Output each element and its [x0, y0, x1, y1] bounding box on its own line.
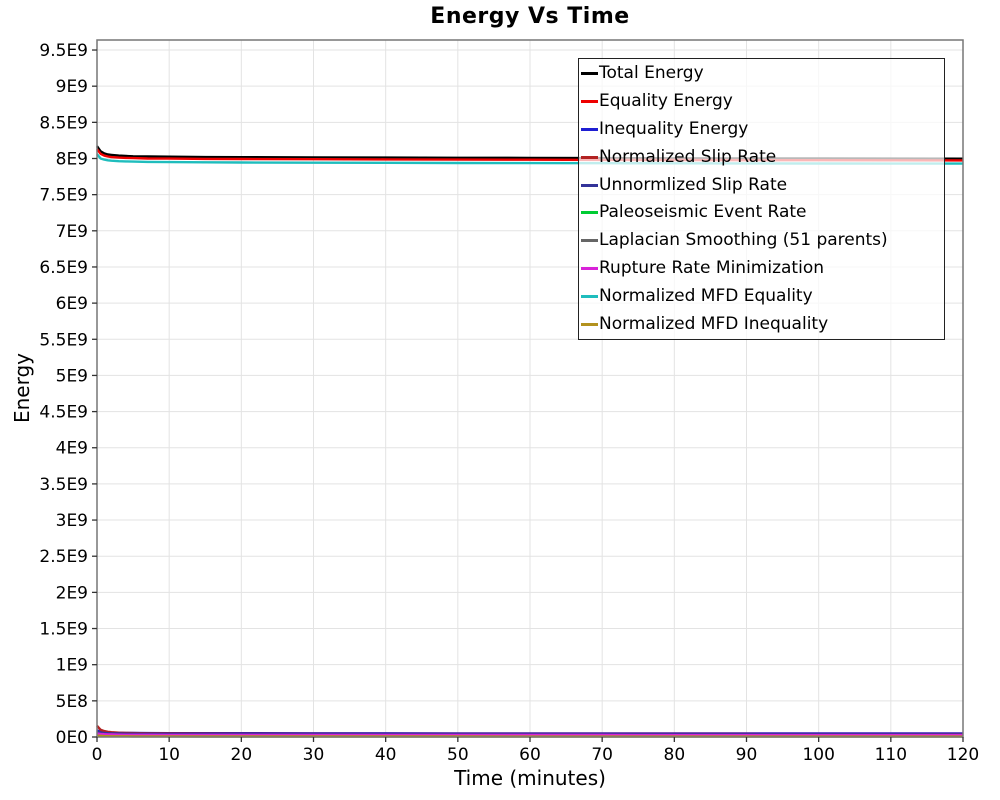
- legend-swatch-icon: [581, 155, 598, 159]
- legend-item-inequality-energy: Inequality Energy: [579, 116, 944, 144]
- y-tick-label: 3.5E9: [39, 475, 88, 495]
- y-tick-label: 5.5E9: [39, 330, 88, 350]
- y-tick-label: 1E9: [56, 656, 88, 676]
- legend-swatch-icon: [581, 266, 598, 270]
- legend-label: Paleoseismic Event Rate: [599, 202, 807, 223]
- legend-label: Equality Energy: [599, 91, 733, 112]
- legend-swatch-icon: [581, 127, 598, 131]
- y-tick-label: 3E9: [56, 511, 88, 531]
- y-tick-label: 0E0: [56, 728, 88, 748]
- legend-swatch-icon: [581, 322, 598, 326]
- legend-item-normalized-slip-rate: Normalized Slip Rate: [579, 143, 944, 171]
- legend-item-total-energy: Total Energy: [579, 60, 944, 88]
- legend-swatch-icon: [581, 211, 598, 215]
- legend-swatch-icon: [581, 294, 598, 298]
- x-tick-label: 110: [875, 745, 907, 765]
- legend-label: Unnormlized Slip Rate: [599, 174, 788, 195]
- y-tick-label: 8E9: [56, 149, 88, 169]
- x-tick-label: 120: [947, 745, 979, 765]
- y-tick-label: 5E8: [56, 692, 88, 712]
- series-line-rupture-rate-minimization: [96, 732, 963, 737]
- y-tick-label: 2.5E9: [39, 547, 88, 567]
- x-tick-label: 40: [375, 745, 397, 765]
- legend-item-normalized-mfd-inequality: Normalized MFD Inequality: [579, 310, 944, 338]
- x-tick-label: 100: [802, 745, 834, 765]
- chart-title: Energy Vs Time: [430, 4, 630, 29]
- legend-label: Normalized MFD Equality: [599, 285, 813, 306]
- x-tick-label: 60: [519, 745, 541, 765]
- legend-item-unnormlized-slip-rate: Unnormlized Slip Rate: [579, 171, 944, 199]
- legend-item-rupture-rate-minimization: Rupture Rate Minimization: [579, 255, 944, 283]
- x-tick-label: 90: [736, 745, 758, 765]
- legend-item-equality-energy: Equality Energy: [579, 88, 944, 116]
- y-tick-label: 4.5E9: [39, 403, 88, 423]
- legend-swatch-icon: [581, 183, 598, 187]
- y-tick-label: 9E9: [56, 77, 88, 97]
- legend-label: Inequality Energy: [599, 118, 749, 139]
- legend: Total Energy Equality Energy Inequality En…: [578, 58, 945, 340]
- y-tick-label: 6E9: [56, 294, 88, 314]
- y-tick-label: 5E9: [56, 366, 88, 386]
- legend-item-normalized-mfd-equality: Normalized MFD Equality: [579, 282, 944, 310]
- legend-swatch-icon: [581, 239, 598, 243]
- y-tick-label: 4E9: [56, 439, 88, 459]
- legend-label: Total Energy: [599, 63, 704, 84]
- x-tick-label: 30: [303, 745, 325, 765]
- y-tick-label: 7E9: [56, 222, 88, 242]
- y-tick-label: 8.5E9: [39, 113, 88, 133]
- y-tick-label: 9.5E9: [39, 41, 88, 61]
- x-tick-label: 50: [447, 745, 469, 765]
- x-tick-label: 10: [158, 745, 180, 765]
- y-tick-label: 2E9: [56, 583, 88, 603]
- y-tick-label: 1.5E9: [39, 620, 88, 640]
- legend-swatch-icon: [581, 100, 598, 104]
- x-tick-label: 80: [664, 745, 686, 765]
- x-tick-label: 70: [591, 745, 613, 765]
- legend-swatch-icon: [581, 72, 598, 76]
- y-tick-label: 6.5E9: [39, 258, 88, 278]
- x-tick-label: 0: [92, 745, 103, 765]
- x-axis-title: Time (minutes): [454, 766, 606, 790]
- legend-label: Normalized MFD Inequality: [599, 313, 829, 334]
- legend-label: Normalized Slip Rate: [599, 146, 777, 167]
- legend-label: Rupture Rate Minimization: [599, 257, 824, 278]
- legend-item-paleoseismic-event-rate: Paleoseismic Event Rate: [579, 199, 944, 227]
- legend-item-laplacian-smoothing-51-parents: Laplacian Smoothing (51 parents): [579, 227, 944, 255]
- x-tick-label: 20: [231, 745, 253, 765]
- legend-label: Laplacian Smoothing (51 parents): [599, 230, 888, 251]
- y-tick-label: 7.5E9: [39, 186, 88, 206]
